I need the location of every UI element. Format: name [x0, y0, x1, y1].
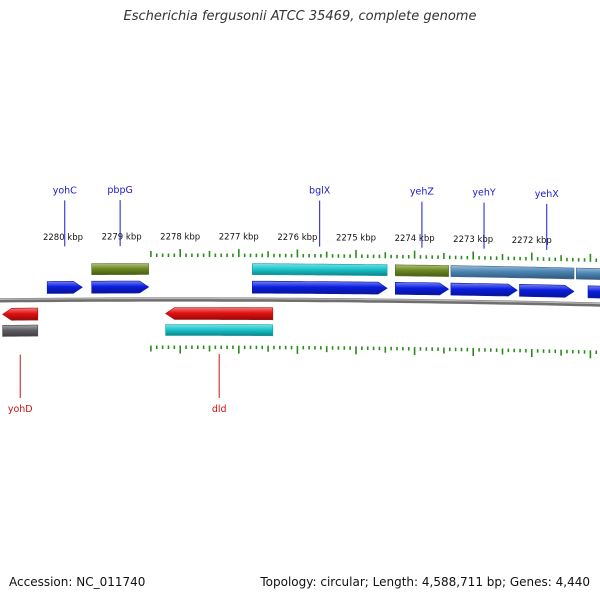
- scale-label: 2279 kbp: [102, 233, 142, 243]
- gene-label-dld: dld: [212, 404, 227, 415]
- feature-band-gray_feature: [2, 324, 39, 337]
- scale-label: 2276 kbp: [277, 233, 317, 243]
- backbone-track: [0, 297, 600, 307]
- gene-label-pbpG: pbpG: [107, 185, 132, 196]
- scale-label: 2272 kbp: [512, 236, 552, 246]
- scale-label: 2277 kbp: [219, 233, 259, 243]
- cds-arrow-dld: [165, 307, 274, 321]
- gene-label-yehY: yehY: [472, 188, 495, 199]
- scale-label: 2275 kbp: [336, 233, 376, 243]
- cds-arrow-yohD: [2, 307, 39, 321]
- backbone-line: [0, 297, 600, 307]
- cds-arrow-yohC: [46, 280, 83, 294]
- feature-band-olive: [394, 264, 449, 277]
- scale-label: 2273 kbp: [453, 235, 493, 245]
- genome-summary-text: Topology: circular; Length: 4,588,711 bp…: [260, 575, 590, 589]
- cds-arrow-bglX: [252, 280, 388, 295]
- backbone-highlight: [0, 297, 600, 305]
- reverse-cds-track: [2, 307, 274, 321]
- scale-label: 2280 kbp: [43, 233, 83, 243]
- forward-cds-track: [46, 280, 600, 299]
- gene-labels: yohC pbpG bglX yehZ yehY yehX yohD dld: [8, 185, 559, 415]
- cds-arrow-yehZ: [394, 281, 450, 296]
- map-title: Escherichia fergusonii ATCC 35469, compl…: [123, 9, 477, 24]
- cds-arrow-yehX: [519, 283, 575, 298]
- cds-arrow-yehY: [450, 282, 518, 297]
- scale-label: 2278 kbp: [160, 233, 200, 243]
- reverse-feature-track: [2, 324, 274, 337]
- cds-arrow-partial: [587, 285, 600, 299]
- accession-text: Accession: NC_011740: [9, 575, 146, 589]
- scale-ticks: [150, 249, 598, 359]
- cds-arrow-pbpG: [91, 280, 150, 294]
- scale-label: 2274 kbp: [395, 234, 435, 244]
- gene-label-yohC: yohC: [53, 185, 77, 196]
- scale-labels: 2280 kbp 2279 kbp 2278 kbp 2277 kbp 2276 kbp…: [43, 233, 552, 247]
- feature-band-cyan: [165, 324, 274, 337]
- feature-band-steel: [450, 265, 575, 280]
- feature-band-steel: [575, 267, 600, 280]
- forward-feature-track: [91, 263, 600, 280]
- gene-label-bglX: bglX: [309, 186, 331, 197]
- gene-label-yohD: yohD: [8, 404, 33, 415]
- feature-band-olive: [91, 263, 149, 276]
- feature-band-cyan: [252, 263, 388, 277]
- gene-label-yehZ: yehZ: [410, 187, 434, 198]
- gene-label-yehX: yehX: [535, 189, 559, 200]
